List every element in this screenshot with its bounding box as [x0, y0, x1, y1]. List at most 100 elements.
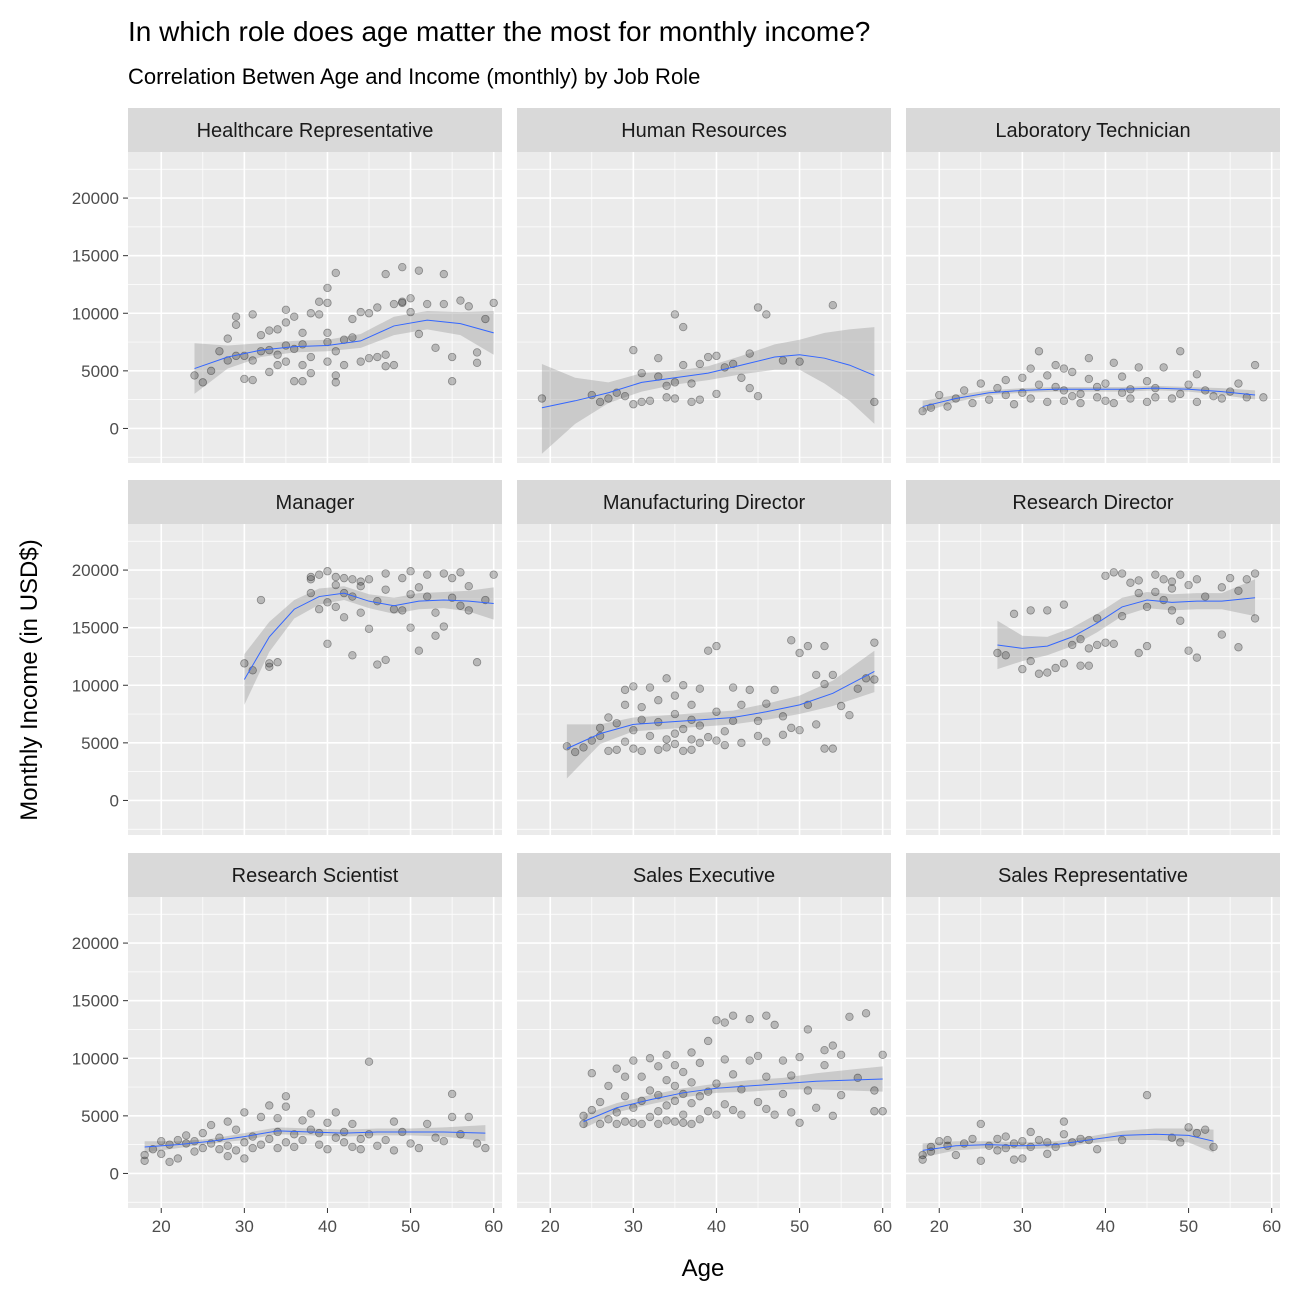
- data-point: [281, 357, 291, 366]
- y-tick-label: 0: [110, 419, 119, 438]
- data-point: [240, 1138, 249, 1147]
- data-point: [820, 1060, 829, 1070]
- data-point: [489, 298, 498, 308]
- data-point: [604, 1081, 613, 1091]
- x-tick-label: 30: [235, 1217, 254, 1236]
- data-point: [579, 1111, 588, 1121]
- data-point: [273, 1127, 282, 1137]
- data-point: [456, 601, 465, 610]
- data-point: [1043, 1149, 1052, 1159]
- data-point: [976, 1119, 985, 1129]
- data-point: [290, 1142, 299, 1152]
- data-point: [662, 1075, 671, 1085]
- data-point: [679, 1118, 688, 1127]
- chart-title: In which role does age matter the most f…: [128, 16, 870, 47]
- data-point: [620, 1092, 630, 1101]
- data-point: [398, 262, 407, 272]
- smooth-line: [541, 354, 875, 409]
- data-point: [348, 575, 357, 584]
- data-point: [637, 746, 646, 756]
- data-point: [373, 352, 382, 362]
- data-point: [637, 368, 646, 378]
- data-point: [414, 266, 424, 275]
- y-tick-label: 15000: [72, 619, 119, 638]
- data-point: [803, 1025, 813, 1034]
- data-point: [1142, 1090, 1152, 1100]
- data-point: [637, 715, 646, 725]
- data-point: [778, 1089, 788, 1099]
- data-point: [728, 716, 738, 726]
- facet-strip: [906, 108, 1280, 152]
- data-point: [298, 1135, 307, 1145]
- x-tick-label: 40: [707, 1217, 726, 1236]
- data-point: [140, 1150, 149, 1160]
- facet-strip-label: Sales Representative: [998, 865, 1188, 887]
- data-point: [870, 1107, 879, 1116]
- data-point: [348, 333, 357, 342]
- data-point: [728, 683, 738, 692]
- facet-panel: Healthcare Representative 0 5000 10000 15000…: [72, 108, 502, 463]
- data-point: [381, 569, 390, 578]
- data-point: [612, 1119, 621, 1129]
- data-point: [836, 1050, 846, 1060]
- data-point: [356, 307, 365, 317]
- data-point: [1009, 1139, 1019, 1148]
- data-point: [728, 359, 738, 369]
- data-point: [787, 1071, 796, 1080]
- data-point: [198, 1128, 207, 1138]
- data-point: [248, 1132, 257, 1141]
- data-point: [298, 360, 307, 370]
- data-point: [348, 1142, 357, 1152]
- data-point: [381, 362, 390, 371]
- data-point: [1009, 1155, 1019, 1164]
- data-point: [1068, 640, 1077, 650]
- data-point: [1018, 373, 1027, 382]
- data-point: [1259, 393, 1268, 402]
- data-point: [1250, 614, 1260, 623]
- data-point: [1101, 638, 1110, 647]
- data-point: [1026, 394, 1035, 403]
- data-point: [612, 1108, 621, 1117]
- data-point: [753, 1051, 763, 1061]
- data-point: [190, 1147, 199, 1156]
- data-point: [314, 297, 324, 306]
- data-point: [1034, 1135, 1044, 1145]
- data-point: [1059, 396, 1069, 405]
- panel-background: [128, 152, 502, 463]
- data-point: [918, 1155, 927, 1164]
- facet-strip-label: Healthcare Representative: [197, 120, 434, 142]
- facet-panel: Sales Representative 20 30 40 50 60: [906, 853, 1281, 1236]
- data-point: [256, 347, 266, 356]
- data-point: [1234, 379, 1243, 388]
- data-point: [1026, 364, 1035, 373]
- data-point: [439, 269, 449, 279]
- data-point: [670, 1117, 680, 1126]
- smooth-line: [144, 1130, 486, 1148]
- data-point: [720, 727, 729, 736]
- data-point: [662, 743, 671, 752]
- data-point: [265, 662, 274, 672]
- data-point: [943, 1135, 952, 1145]
- data-point: [762, 1072, 771, 1081]
- data-point: [604, 713, 613, 722]
- data-point: [281, 318, 291, 327]
- data-point: [1159, 363, 1168, 372]
- data-point: [737, 738, 746, 748]
- data-point: [373, 1141, 382, 1150]
- data-point: [1059, 386, 1069, 395]
- data-point: [812, 720, 821, 729]
- data-point: [1234, 643, 1243, 652]
- data-point: [1084, 353, 1094, 363]
- data-point: [364, 1057, 374, 1066]
- data-point: [778, 730, 788, 739]
- x-tick-label: 20: [541, 1217, 560, 1236]
- data-point: [231, 1146, 241, 1155]
- data-point: [620, 1072, 630, 1081]
- data-point: [248, 1143, 257, 1153]
- data-point: [787, 1108, 796, 1117]
- data-point: [712, 351, 721, 361]
- data-point: [364, 309, 374, 318]
- data-point: [1109, 358, 1118, 367]
- data-point: [290, 312, 299, 321]
- data-point: [281, 1092, 291, 1101]
